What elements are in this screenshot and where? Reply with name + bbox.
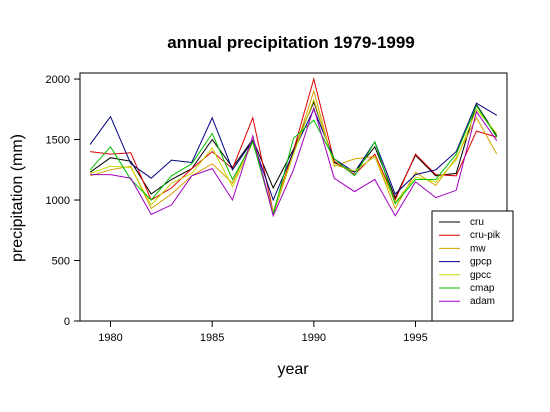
series-line-cmap	[89, 104, 498, 217]
x-tick-label: 1995	[403, 332, 427, 344]
legend-label-mw: mw	[470, 243, 486, 254]
x-axis-label: year	[277, 361, 309, 378]
y-tick-label: 1500	[46, 135, 70, 147]
x-tick-label: 1990	[302, 332, 326, 344]
plot-area	[79, 72, 508, 322]
series-lines	[89, 77, 498, 218]
legend-label-cru-pik: cru-pik	[470, 230, 501, 241]
series-line-adam	[90, 106, 498, 218]
y-tick-label: 1000	[46, 195, 70, 207]
series-line-gpcc	[90, 98, 498, 214]
y-tick-label: 2000	[46, 74, 70, 86]
y-axis-label: precipitation (mm)	[9, 134, 26, 262]
legend-label-adam: adam	[470, 296, 495, 307]
legend: cru cru-pik mw gpcp gpcc cmap adam	[431, 210, 514, 322]
legend-label-cru: cru	[470, 217, 484, 228]
legend-label-gpcp: gpcp	[470, 257, 492, 268]
y-axis: 0 500 1000 1500 2000	[46, 74, 80, 328]
series-line-cru-pik	[90, 77, 497, 215]
x-tick-label: 1980	[98, 332, 122, 344]
y-tick-label: 500	[52, 256, 70, 268]
plot-frame	[79, 72, 508, 322]
legend-label-cmap: cmap	[470, 283, 495, 294]
x-axis: 1980 1985 1990 1995	[98, 321, 428, 344]
chart-title: annual precipitation 1979-1999	[167, 33, 415, 52]
y-tick-label: 0	[64, 316, 70, 328]
legend-label-gpcc: gpcc	[470, 270, 491, 281]
legend-box	[431, 210, 514, 322]
series-line-gpcp	[89, 102, 498, 202]
x-tick-label: 1985	[200, 332, 224, 344]
